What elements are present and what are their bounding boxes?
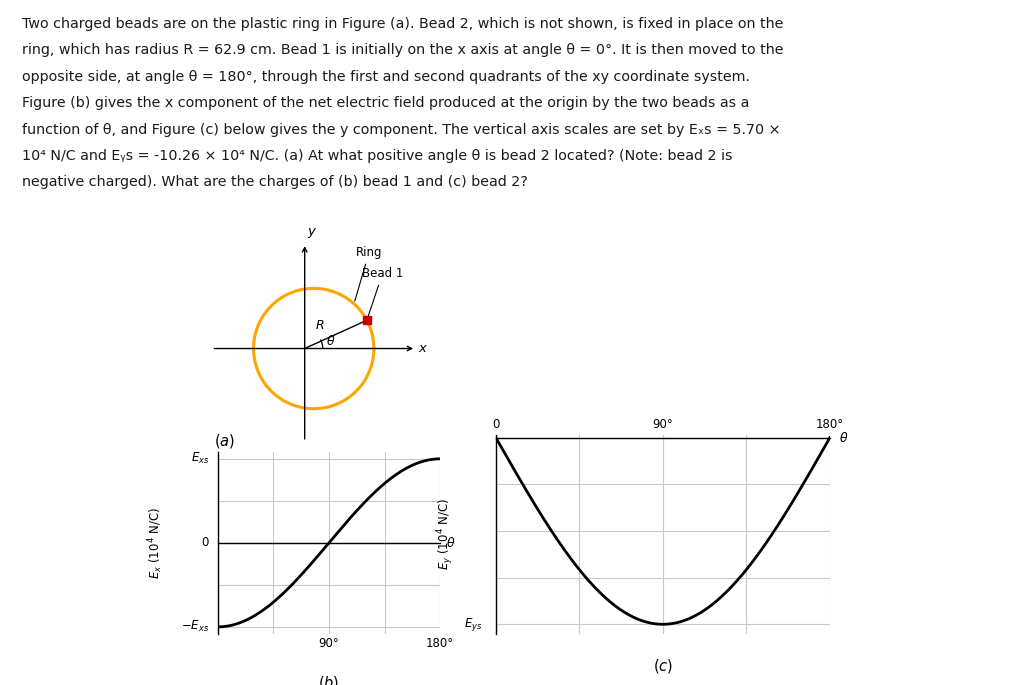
Text: $E_{xs}$: $E_{xs}$ — [190, 451, 208, 466]
Text: function of θ, and Figure (c) below gives the y component. The vertical axis sca: function of θ, and Figure (c) below give… — [22, 123, 780, 136]
Text: $y$: $y$ — [306, 226, 317, 240]
Text: $(b)$: $(b)$ — [317, 673, 340, 685]
Text: Two charged beads are on the plastic ring in Figure (a). Bead 2, which is not sh: Two charged beads are on the plastic rin… — [22, 17, 783, 31]
Text: 10⁴ N/C and Eᵧs = -10.26 × 10⁴ N/C. (a) At what positive angle θ is bead 2 locat: 10⁴ N/C and Eᵧs = -10.26 × 10⁴ N/C. (a) … — [22, 149, 732, 163]
Text: opposite side, at angle θ = 180°, through the first and second quadrants of the : opposite side, at angle θ = 180°, throug… — [22, 70, 749, 84]
Text: $\theta$: $\theta$ — [838, 431, 847, 445]
Text: $(c)$: $(c)$ — [652, 658, 672, 675]
Text: negative charged). What are the charges of (b) bead 1 and (c) bead 2?: negative charged). What are the charges … — [22, 175, 528, 189]
Text: Figure (b) gives the x component of the net electric field produced at the origi: Figure (b) gives the x component of the … — [22, 97, 749, 110]
Text: $-E_{xs}$: $-E_{xs}$ — [181, 619, 208, 634]
Text: 90°: 90° — [652, 419, 672, 432]
Text: $E_{ys}$: $E_{ys}$ — [464, 616, 482, 633]
Text: 180°: 180° — [426, 637, 454, 650]
Text: $\theta$: $\theta$ — [326, 334, 335, 348]
Text: 90°: 90° — [318, 637, 339, 650]
Text: $R$: $R$ — [314, 319, 325, 332]
Text: Bead 1: Bead 1 — [362, 266, 402, 318]
Text: $E_x$ (10$^4$ N/C): $E_x$ (10$^4$ N/C) — [146, 507, 165, 579]
Text: 0: 0 — [491, 419, 499, 432]
Text: $\theta$: $\theta$ — [446, 536, 455, 550]
Text: $x$: $x$ — [418, 342, 428, 355]
Text: $(a)$: $(a)$ — [214, 432, 236, 451]
Text: 180°: 180° — [815, 419, 843, 432]
Text: $E_y$ (10$^4$ N/C): $E_y$ (10$^4$ N/C) — [435, 499, 456, 570]
Text: Ring: Ring — [355, 246, 382, 301]
Text: 0: 0 — [201, 536, 208, 549]
Text: ring, which has radius R = 62.9 cm. Bead 1 is initially on the x axis at angle θ: ring, which has radius R = 62.9 cm. Bead… — [22, 44, 783, 58]
